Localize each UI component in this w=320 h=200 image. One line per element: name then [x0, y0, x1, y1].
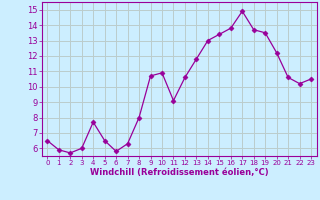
X-axis label: Windchill (Refroidissement éolien,°C): Windchill (Refroidissement éolien,°C): [90, 168, 268, 177]
